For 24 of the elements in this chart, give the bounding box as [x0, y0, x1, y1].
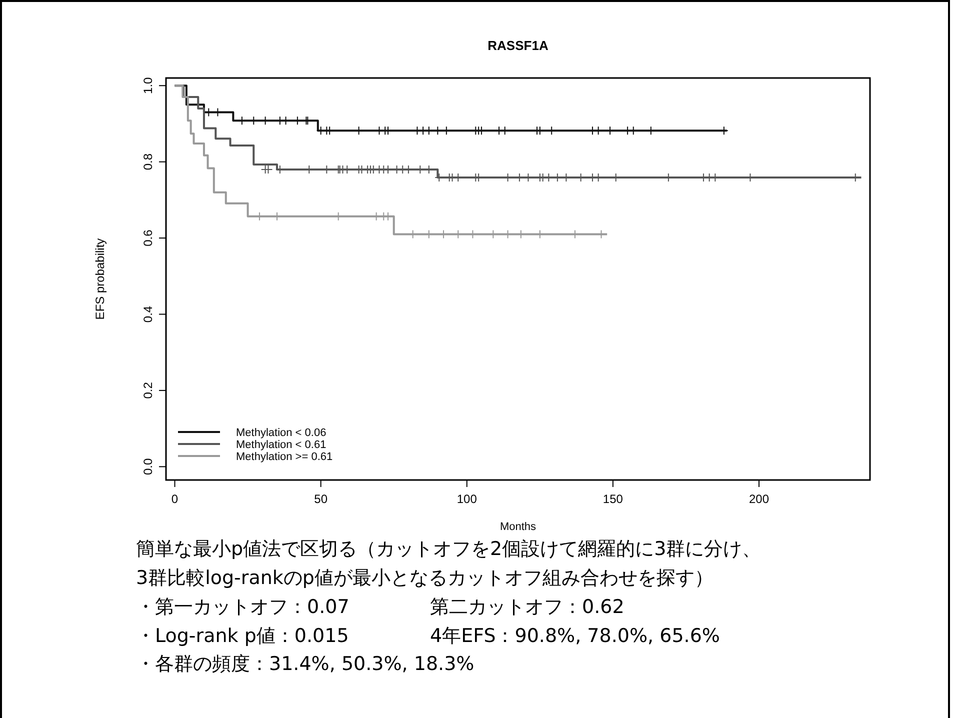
x-tick-label: 100	[456, 492, 478, 506]
text: ・Log-rank p値：0.015	[136, 625, 349, 647]
y-axis-title: EFS probability	[93, 238, 107, 320]
x-axis-title: Months	[500, 521, 537, 533]
legend-label: Methylation >= 0.61	[236, 451, 333, 463]
text: 第二カットオフ：0.62	[430, 596, 624, 618]
x-tick-label: 0	[171, 492, 178, 506]
chart-title: RASSF1A	[488, 38, 549, 53]
text: 4年EFS：90.8%, 78.0%, 65.6%	[430, 625, 720, 647]
x-tick-label: 50	[314, 492, 328, 506]
text: 簡単な最小p値法で区切る（カットオフを2個設けて網羅的に3群に分け、	[136, 538, 762, 560]
text: 3群比較log-rankのp値が最小となるカットオフ組み合わせを探す）	[136, 567, 714, 589]
legend-label: Methylation < 0.06	[236, 427, 326, 439]
y-tick-label: 0.0	[141, 458, 155, 476]
text: ・第一カットオフ：0.07	[136, 596, 350, 618]
x-tick-label: 150	[602, 492, 624, 506]
legend-label: Methylation < 0.61	[236, 439, 326, 451]
y-tick-label: 0.4	[141, 306, 155, 323]
y-tick-label: 0.8	[141, 153, 155, 170]
x-tick-label: 200	[748, 492, 770, 506]
text: ・各群の頻度：31.4%, 50.3%, 18.3%	[136, 653, 474, 675]
y-tick-label: 0.6	[141, 229, 155, 246]
y-tick-label: 1.0	[141, 76, 155, 94]
y-tick-label: 0.2	[141, 382, 155, 399]
